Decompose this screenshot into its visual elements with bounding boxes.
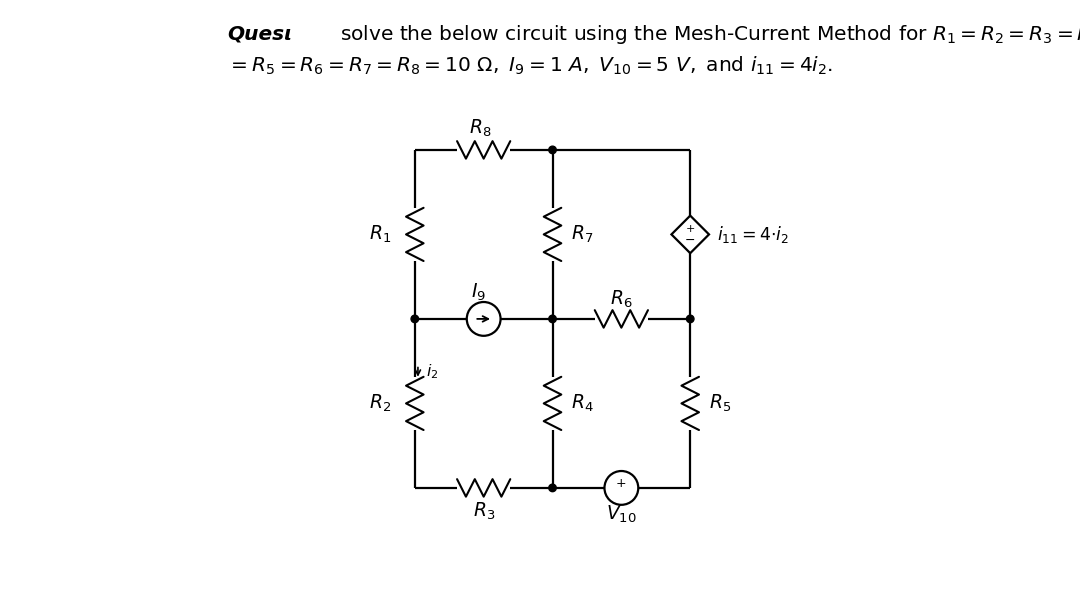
Text: $I_9$: $I_9$ xyxy=(471,282,486,304)
Text: solve the below circuit using the Mesh-Current Method for $R_1 = R_2 = R_3 = R_4: solve the below circuit using the Mesh-C… xyxy=(340,23,1080,46)
Text: $R_3$: $R_3$ xyxy=(473,500,495,522)
Circle shape xyxy=(549,146,556,154)
Circle shape xyxy=(549,315,556,323)
Text: −: − xyxy=(685,233,696,247)
Text: +: + xyxy=(616,477,626,490)
Text: +: + xyxy=(686,224,694,234)
Circle shape xyxy=(687,315,694,323)
Text: $R_6$: $R_6$ xyxy=(610,288,633,309)
Text: $R_7$: $R_7$ xyxy=(571,224,594,245)
Text: $R_8$: $R_8$ xyxy=(470,118,491,138)
Circle shape xyxy=(549,484,556,492)
Text: $i_{11}=4{\cdot}i_2$: $i_{11}=4{\cdot}i_2$ xyxy=(716,224,788,245)
Text: $R_4$: $R_4$ xyxy=(571,393,594,414)
Circle shape xyxy=(411,315,419,323)
Text: $R_2$: $R_2$ xyxy=(369,393,391,414)
Text: $= R_5= R_6 = R_7= R_8= 10\ \Omega,\ I_9 = 1\ A,\ V_{10} = 5\ V,\ \mathrm{and}\ : $= R_5= R_6 = R_7= R_8= 10\ \Omega,\ I_9… xyxy=(227,54,834,77)
Text: $V_{10}$: $V_{10}$ xyxy=(606,504,637,525)
Text: $i_2$: $i_2$ xyxy=(427,363,438,381)
Text: Quesι: Quesι xyxy=(227,24,292,43)
Text: $R_1$: $R_1$ xyxy=(369,224,391,245)
Text: $R_5$: $R_5$ xyxy=(708,393,731,414)
